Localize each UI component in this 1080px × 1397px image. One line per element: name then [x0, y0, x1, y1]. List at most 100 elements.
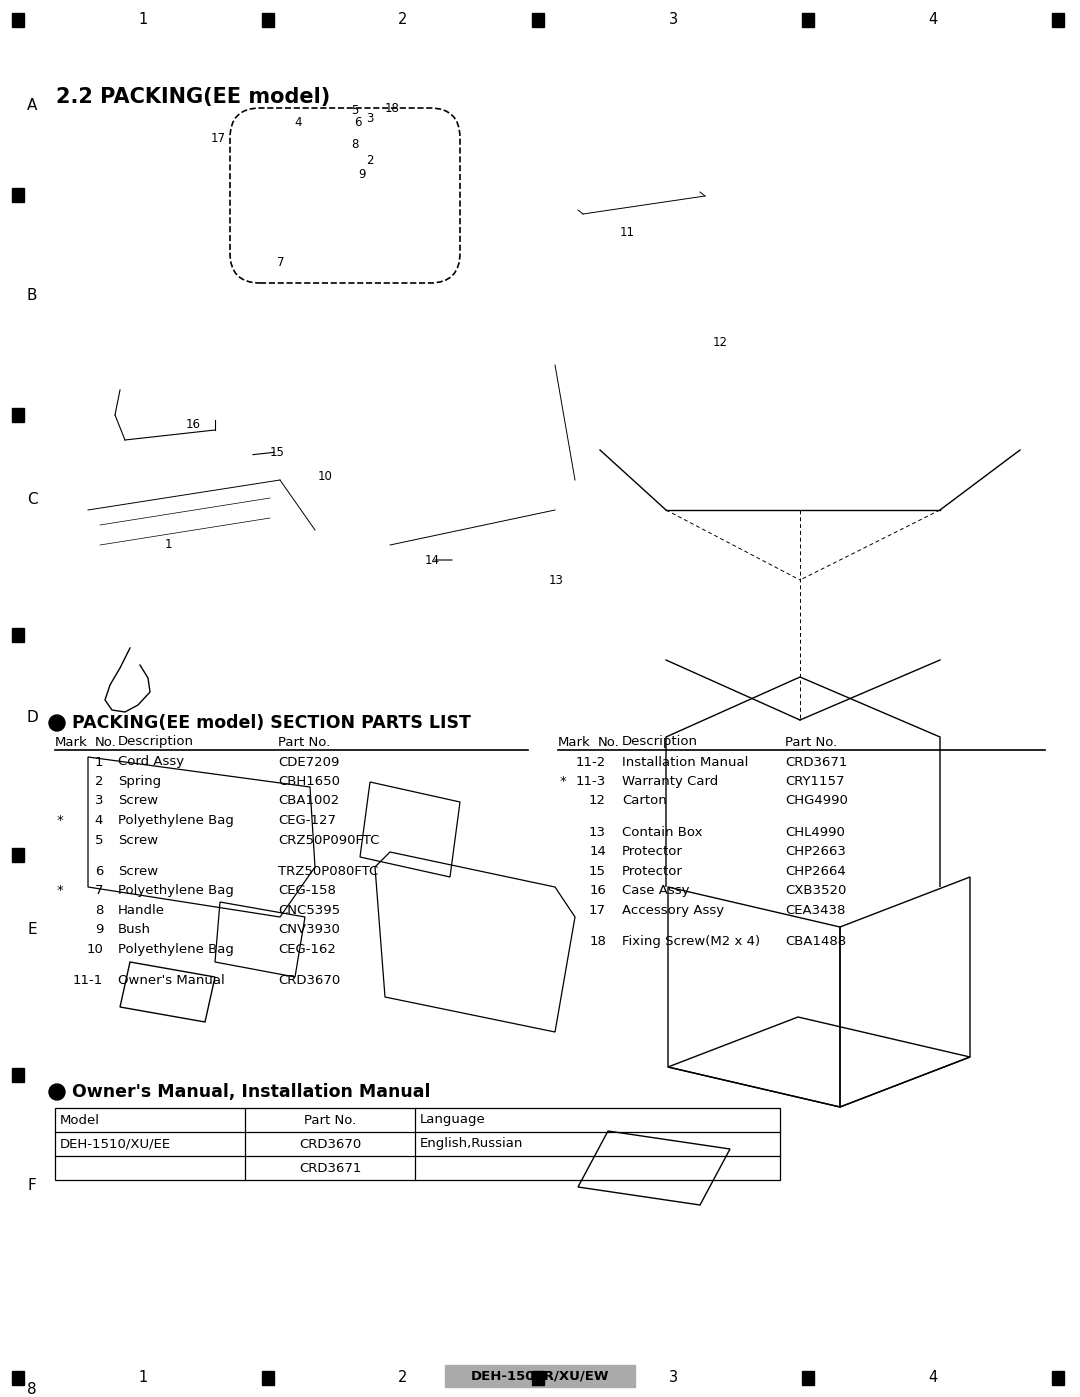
Text: Warranty Card: Warranty Card — [622, 775, 718, 788]
Text: CXB3520: CXB3520 — [785, 884, 847, 897]
Text: 14: 14 — [424, 553, 440, 567]
Text: Cord Assy: Cord Assy — [118, 756, 184, 768]
Text: D: D — [26, 711, 38, 725]
Bar — [12, 408, 24, 422]
Bar — [802, 1370, 814, 1384]
Text: *: * — [561, 775, 567, 788]
Text: CEA3438: CEA3438 — [785, 904, 846, 916]
Text: PACKING(EE model) SECTION PARTS LIST: PACKING(EE model) SECTION PARTS LIST — [72, 714, 471, 732]
Text: CEG-162: CEG-162 — [278, 943, 336, 956]
Text: Screw: Screw — [118, 795, 158, 807]
Text: C: C — [27, 493, 38, 507]
Text: 10: 10 — [318, 471, 333, 483]
Text: Screw: Screw — [118, 865, 158, 877]
Text: 13: 13 — [549, 574, 564, 587]
Text: CEG-127: CEG-127 — [278, 814, 336, 827]
Text: CRD3671: CRD3671 — [299, 1161, 361, 1175]
Text: *: * — [57, 884, 64, 897]
Text: 9: 9 — [359, 169, 366, 182]
Text: 8: 8 — [27, 1383, 37, 1397]
Text: 1: 1 — [138, 1370, 148, 1386]
Bar — [445, 1365, 635, 1387]
Text: 11: 11 — [620, 225, 635, 239]
Text: Mark: Mark — [558, 735, 591, 749]
Bar — [12, 848, 24, 862]
Text: CHP2663: CHP2663 — [785, 845, 846, 858]
Text: Case Assy: Case Assy — [622, 884, 689, 897]
Bar — [802, 13, 814, 27]
Text: 3: 3 — [669, 13, 677, 28]
Text: 7: 7 — [278, 257, 285, 270]
Text: 7: 7 — [95, 884, 103, 897]
Circle shape — [49, 715, 65, 731]
Text: Contain Box: Contain Box — [622, 826, 702, 838]
Text: Bush: Bush — [118, 923, 151, 936]
Text: 4: 4 — [294, 116, 301, 129]
Text: CRD3670: CRD3670 — [299, 1137, 361, 1151]
Text: CRY1157: CRY1157 — [785, 775, 845, 788]
Text: 4: 4 — [95, 814, 103, 827]
Text: No.: No. — [95, 735, 117, 749]
Text: CRZ50P090FTC: CRZ50P090FTC — [278, 834, 379, 847]
Text: Description: Description — [622, 735, 698, 749]
Bar — [12, 1370, 24, 1384]
Text: B: B — [27, 288, 37, 303]
Text: 10: 10 — [86, 943, 103, 956]
Text: 2: 2 — [399, 13, 407, 28]
Text: 16: 16 — [186, 419, 201, 432]
Text: Language: Language — [420, 1113, 486, 1126]
Text: Part No.: Part No. — [303, 1113, 356, 1126]
Text: 12: 12 — [589, 795, 606, 807]
Bar — [12, 1067, 24, 1083]
Text: 3: 3 — [95, 795, 103, 807]
Text: 2: 2 — [95, 775, 103, 788]
Text: 15: 15 — [589, 865, 606, 877]
Text: Owner's Manual: Owner's Manual — [118, 974, 225, 986]
Bar — [532, 13, 544, 27]
Text: CNV3930: CNV3930 — [278, 923, 340, 936]
Text: 8: 8 — [95, 904, 103, 916]
Text: E: E — [27, 922, 37, 937]
Text: 2: 2 — [399, 1370, 407, 1386]
Text: Fixing Screw(M2 x 4): Fixing Screw(M2 x 4) — [622, 935, 760, 949]
Bar — [55, 1108, 780, 1180]
Text: Carton: Carton — [622, 795, 666, 807]
Bar — [12, 629, 24, 643]
Text: 3: 3 — [366, 112, 374, 124]
Text: 18: 18 — [384, 102, 400, 115]
Text: A: A — [27, 98, 37, 113]
Text: Protector: Protector — [622, 865, 683, 877]
Text: CBA1002: CBA1002 — [278, 795, 339, 807]
Text: Part No.: Part No. — [278, 735, 330, 749]
Text: Installation Manual: Installation Manual — [622, 756, 748, 768]
Text: CNC5395: CNC5395 — [278, 904, 340, 916]
Text: 2: 2 — [366, 154, 374, 166]
Bar — [1052, 1370, 1064, 1384]
Text: CBA1488: CBA1488 — [785, 935, 846, 949]
Text: 14: 14 — [589, 845, 606, 858]
Text: Polyethylene Bag: Polyethylene Bag — [118, 814, 234, 827]
Text: 11-1: 11-1 — [72, 974, 103, 986]
Text: Polyethylene Bag: Polyethylene Bag — [118, 943, 234, 956]
Text: CHG4990: CHG4990 — [785, 795, 848, 807]
Text: CHP2664: CHP2664 — [785, 865, 846, 877]
Text: TRZ50P080FTC: TRZ50P080FTC — [278, 865, 378, 877]
Text: CEG-158: CEG-158 — [278, 884, 336, 897]
Text: *: * — [57, 814, 64, 827]
Text: DEH-1500R/XU/EW: DEH-1500R/XU/EW — [471, 1369, 609, 1383]
Text: Part No.: Part No. — [785, 735, 837, 749]
Text: CBH1650: CBH1650 — [278, 775, 340, 788]
Bar — [532, 1370, 544, 1384]
Text: 5: 5 — [95, 834, 103, 847]
Text: Model: Model — [60, 1113, 100, 1126]
Text: DEH-1510/XU/EE: DEH-1510/XU/EE — [60, 1137, 171, 1151]
Text: 12: 12 — [713, 335, 728, 348]
Bar — [262, 13, 274, 27]
Text: CDE7209: CDE7209 — [278, 756, 339, 768]
Bar — [12, 189, 24, 203]
Text: Owner's Manual, Installation Manual: Owner's Manual, Installation Manual — [72, 1083, 431, 1101]
Text: 9: 9 — [95, 923, 103, 936]
Circle shape — [49, 1084, 65, 1099]
Text: 15: 15 — [270, 446, 284, 458]
Text: 16: 16 — [589, 884, 606, 897]
